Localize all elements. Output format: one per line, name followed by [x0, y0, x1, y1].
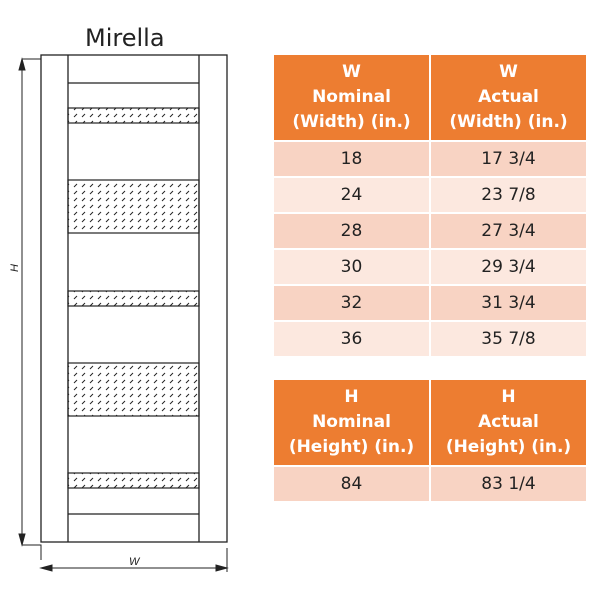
- glass-panel: [67, 290, 200, 307]
- product-title: Mirella: [85, 24, 165, 52]
- table-row: 32 31 3/4: [274, 286, 586, 320]
- header-line: Nominal: [312, 87, 391, 107]
- nominal-cell: 30: [274, 250, 429, 284]
- nominal-cell: 84: [274, 467, 429, 501]
- actual-cell: 35 7/8: [431, 322, 586, 356]
- header-line: Actual: [478, 87, 539, 107]
- glass-panel: [67, 179, 200, 234]
- actual-cell: 23 7/8: [431, 178, 586, 212]
- nominal-cell: 28: [274, 214, 429, 248]
- table-row: 28 27 3/4: [274, 214, 586, 248]
- header-line: Nominal: [312, 412, 391, 432]
- table-row: 24 23 7/8: [274, 178, 586, 212]
- width-label: W: [129, 556, 141, 568]
- header-line: W: [499, 62, 518, 82]
- header-line: H: [344, 387, 359, 407]
- height-dimension: [18, 57, 42, 560]
- glass-panel: [67, 107, 200, 124]
- header-line: (Width) (in.): [292, 112, 411, 132]
- nominal-cell: 36: [274, 322, 429, 356]
- height-label: H: [9, 264, 21, 272]
- header-nominal-width: W Nominal (Width) (in.): [274, 55, 429, 140]
- header-line: H: [501, 387, 516, 407]
- header-actual-width: W Actual (Width) (in.): [431, 55, 586, 140]
- actual-cell: 29 3/4: [431, 250, 586, 284]
- nominal-cell: 32: [274, 286, 429, 320]
- header-actual-height: H Actual (Height) (in.): [431, 380, 586, 465]
- actual-cell: 27 3/4: [431, 214, 586, 248]
- nominal-cell: 24: [274, 178, 429, 212]
- width-table: W Nominal (Width) (in.) W Actual (Width) (in…: [272, 53, 588, 358]
- door-diagram: H W: [9, 54, 229, 572]
- door-outline: [40, 54, 228, 543]
- glass-panel: [67, 362, 200, 417]
- nominal-cell: 18: [274, 142, 429, 176]
- header-nominal-height: H Nominal (Height) (in.): [274, 380, 429, 465]
- table-row: 18 17 3/4: [274, 142, 586, 176]
- height-table: H Nominal (Height) (in.) H Actual (Height) (…: [272, 378, 588, 503]
- glass-panel: [67, 472, 200, 489]
- header-line: (Height) (in.): [288, 437, 415, 457]
- table-row: 30 29 3/4: [274, 250, 586, 284]
- actual-cell: 83 1/4: [431, 467, 586, 501]
- header-line: Actual: [478, 412, 539, 432]
- table-row: 36 35 7/8: [274, 322, 586, 356]
- header-line: (Width) (in.): [449, 112, 568, 132]
- width-dimension: [39, 548, 229, 572]
- table-row: 84 83 1/4: [274, 467, 586, 501]
- actual-cell: 31 3/4: [431, 286, 586, 320]
- actual-cell: 17 3/4: [431, 142, 586, 176]
- header-line: (Height) (in.): [445, 437, 572, 457]
- header-line: W: [342, 62, 361, 82]
